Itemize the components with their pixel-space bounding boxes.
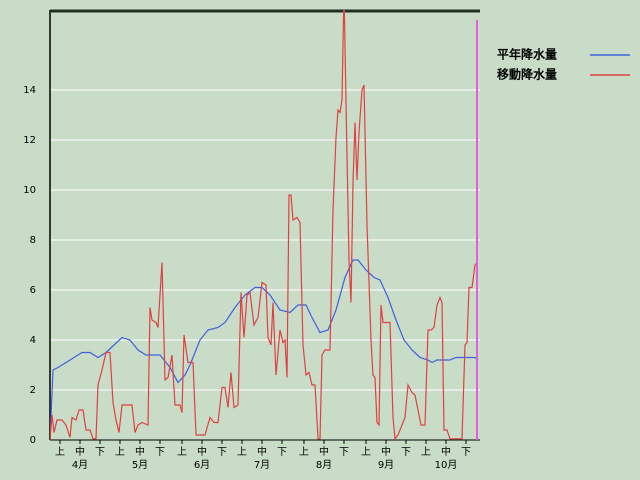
x-tick-label: 中 bbox=[319, 445, 329, 458]
x-tick-label: 下 bbox=[217, 447, 227, 458]
month-label: 4月 bbox=[72, 459, 88, 471]
legend-label: 平年降水量 bbox=[497, 47, 557, 62]
x-tick-label: 中 bbox=[197, 445, 207, 458]
x-tick-label: 上 bbox=[237, 446, 247, 458]
series-line bbox=[50, 10, 478, 441]
month-label: 6月 bbox=[194, 459, 210, 471]
x-tick-label: 上 bbox=[115, 446, 125, 458]
x-tick-label: 下 bbox=[95, 447, 105, 458]
y-tick-label: 12 bbox=[23, 135, 36, 146]
x-tick-label: 下 bbox=[401, 447, 411, 458]
month-label: 9月 bbox=[378, 459, 394, 471]
x-tick-label: 中 bbox=[257, 445, 267, 458]
legend-label: 移動降水量 bbox=[497, 67, 557, 82]
month-label: 10月 bbox=[435, 459, 458, 471]
y-tick-label: 0 bbox=[30, 435, 36, 446]
series-line bbox=[50, 259, 479, 441]
x-tick-label: 上 bbox=[55, 446, 65, 458]
y-tick-label: 8 bbox=[30, 235, 36, 246]
y-tick-label: 14 bbox=[23, 85, 36, 96]
x-tick-label: 中 bbox=[441, 445, 451, 458]
x-tick-label: 上 bbox=[299, 446, 309, 458]
y-tick-label: 2 bbox=[30, 385, 36, 396]
x-tick-label: 上 bbox=[361, 446, 371, 458]
labels: 02468101214上中下上中下上中下上中下上中下上中下上中下4月 5月 6月 7月… bbox=[23, 20, 630, 471]
month-label: 8月 bbox=[316, 459, 332, 471]
month-label: 7月 bbox=[254, 459, 270, 471]
month-label: 5月 bbox=[132, 459, 148, 471]
x-tick-label: 下 bbox=[277, 447, 287, 458]
x-tick-label: 中 bbox=[381, 445, 391, 458]
x-tick-label: 中 bbox=[75, 445, 85, 458]
x-tick-label: 下 bbox=[461, 447, 471, 458]
grid bbox=[49, 9, 480, 444]
x-tick-label: 中 bbox=[135, 445, 145, 458]
x-tick-label: 上 bbox=[421, 446, 431, 458]
y-tick-label: 4 bbox=[30, 335, 36, 346]
x-tick-label: 下 bbox=[339, 447, 349, 458]
x-tick-label: 上 bbox=[177, 446, 187, 458]
y-tick-label: 10 bbox=[23, 185, 36, 196]
y-tick-label: 6 bbox=[30, 285, 36, 296]
x-tick-label: 下 bbox=[155, 447, 165, 458]
plot-area bbox=[50, 10, 479, 441]
